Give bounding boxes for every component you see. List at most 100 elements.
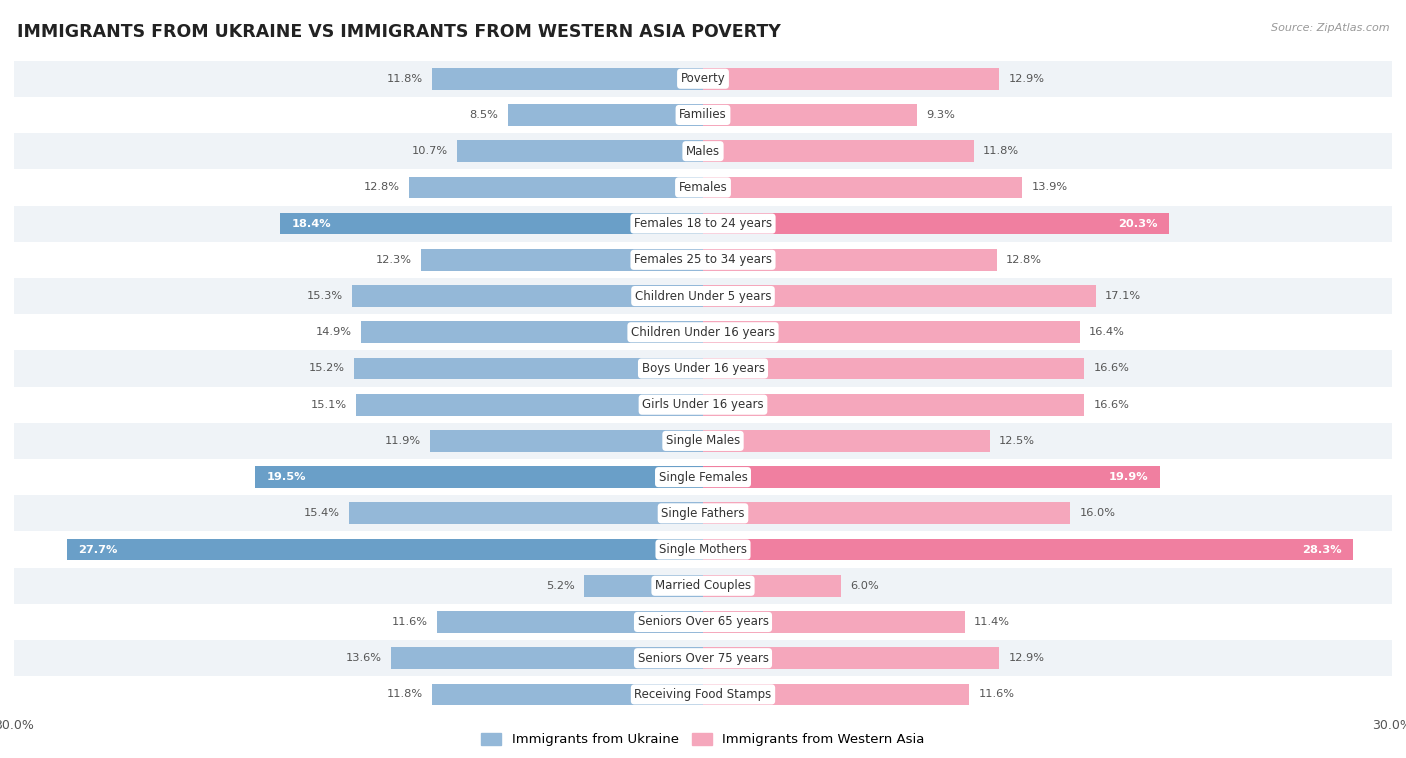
Bar: [14, 387, 1392, 423]
Text: 13.9%: 13.9%: [1032, 183, 1067, 193]
Bar: [409, 177, 703, 199]
Text: 15.1%: 15.1%: [311, 399, 347, 409]
Text: 12.8%: 12.8%: [364, 183, 399, 193]
Bar: [703, 140, 974, 162]
Bar: [280, 213, 703, 234]
Text: 20.3%: 20.3%: [1118, 218, 1157, 229]
Bar: [14, 459, 1392, 495]
Bar: [703, 249, 997, 271]
Bar: [703, 466, 1160, 488]
Text: 12.9%: 12.9%: [1008, 653, 1045, 663]
Text: 15.4%: 15.4%: [304, 509, 340, 518]
Text: Females 18 to 24 years: Females 18 to 24 years: [634, 217, 772, 230]
Text: 16.6%: 16.6%: [1094, 399, 1129, 409]
Bar: [256, 466, 703, 488]
Bar: [361, 321, 703, 343]
Text: 11.8%: 11.8%: [983, 146, 1019, 156]
Text: Children Under 5 years: Children Under 5 years: [634, 290, 772, 302]
Text: 13.6%: 13.6%: [346, 653, 381, 663]
Text: Poverty: Poverty: [681, 72, 725, 85]
Legend: Immigrants from Ukraine, Immigrants from Western Asia: Immigrants from Ukraine, Immigrants from…: [477, 728, 929, 751]
Bar: [703, 321, 1080, 343]
Text: 8.5%: 8.5%: [470, 110, 499, 120]
Bar: [430, 430, 703, 452]
Bar: [703, 213, 1170, 234]
Text: 28.3%: 28.3%: [1302, 544, 1341, 555]
Text: 11.8%: 11.8%: [387, 690, 423, 700]
Text: Females 25 to 34 years: Females 25 to 34 years: [634, 253, 772, 266]
Bar: [583, 575, 703, 597]
Text: Single Males: Single Males: [666, 434, 740, 447]
Bar: [703, 539, 1353, 560]
Bar: [703, 647, 1000, 669]
Text: 11.4%: 11.4%: [974, 617, 1010, 627]
Bar: [508, 104, 703, 126]
Bar: [437, 611, 703, 633]
Text: 12.5%: 12.5%: [1000, 436, 1035, 446]
Text: IMMIGRANTS FROM UKRAINE VS IMMIGRANTS FROM WESTERN ASIA POVERTY: IMMIGRANTS FROM UKRAINE VS IMMIGRANTS FR…: [17, 23, 780, 41]
Bar: [14, 169, 1392, 205]
Text: 12.3%: 12.3%: [375, 255, 412, 265]
Bar: [703, 68, 1000, 89]
Bar: [703, 358, 1084, 379]
Bar: [14, 133, 1392, 169]
Text: Receiving Food Stamps: Receiving Food Stamps: [634, 688, 772, 701]
Bar: [703, 684, 969, 705]
Bar: [14, 568, 1392, 604]
Text: 14.9%: 14.9%: [315, 327, 352, 337]
Text: Children Under 16 years: Children Under 16 years: [631, 326, 775, 339]
Text: 15.3%: 15.3%: [307, 291, 343, 301]
Text: Females: Females: [679, 181, 727, 194]
Text: 18.4%: 18.4%: [292, 218, 332, 229]
Bar: [703, 177, 1022, 199]
Bar: [14, 314, 1392, 350]
Text: 15.2%: 15.2%: [309, 364, 344, 374]
Bar: [457, 140, 703, 162]
Text: 9.3%: 9.3%: [925, 110, 955, 120]
Bar: [67, 539, 703, 560]
Bar: [14, 350, 1392, 387]
Text: 12.8%: 12.8%: [1007, 255, 1042, 265]
Bar: [356, 394, 703, 415]
Text: 12.9%: 12.9%: [1008, 74, 1045, 83]
Bar: [349, 503, 703, 525]
Bar: [703, 430, 990, 452]
Text: 5.2%: 5.2%: [546, 581, 575, 590]
Bar: [703, 104, 917, 126]
Bar: [14, 604, 1392, 640]
Bar: [432, 684, 703, 705]
Text: 11.8%: 11.8%: [387, 74, 423, 83]
Bar: [432, 68, 703, 89]
Bar: [14, 205, 1392, 242]
Bar: [14, 640, 1392, 676]
Text: 11.6%: 11.6%: [391, 617, 427, 627]
Bar: [703, 394, 1084, 415]
Text: 11.9%: 11.9%: [384, 436, 420, 446]
Bar: [703, 575, 841, 597]
Text: 11.6%: 11.6%: [979, 690, 1015, 700]
Bar: [14, 61, 1392, 97]
Bar: [352, 285, 703, 307]
Bar: [703, 285, 1095, 307]
Text: 27.7%: 27.7%: [79, 544, 118, 555]
Bar: [14, 242, 1392, 278]
Text: Males: Males: [686, 145, 720, 158]
Bar: [14, 531, 1392, 568]
Text: 6.0%: 6.0%: [851, 581, 879, 590]
Text: Seniors Over 65 years: Seniors Over 65 years: [637, 615, 769, 628]
Text: Single Females: Single Females: [658, 471, 748, 484]
Bar: [703, 611, 965, 633]
Text: Single Mothers: Single Mothers: [659, 543, 747, 556]
Text: 16.4%: 16.4%: [1088, 327, 1125, 337]
Text: 16.0%: 16.0%: [1080, 509, 1115, 518]
Bar: [420, 249, 703, 271]
Text: Boys Under 16 years: Boys Under 16 years: [641, 362, 765, 375]
Text: 19.9%: 19.9%: [1109, 472, 1149, 482]
Bar: [354, 358, 703, 379]
Text: 10.7%: 10.7%: [412, 146, 449, 156]
Text: Single Fathers: Single Fathers: [661, 507, 745, 520]
Text: Married Couples: Married Couples: [655, 579, 751, 592]
Bar: [14, 423, 1392, 459]
Text: 17.1%: 17.1%: [1105, 291, 1142, 301]
Text: Seniors Over 75 years: Seniors Over 75 years: [637, 652, 769, 665]
